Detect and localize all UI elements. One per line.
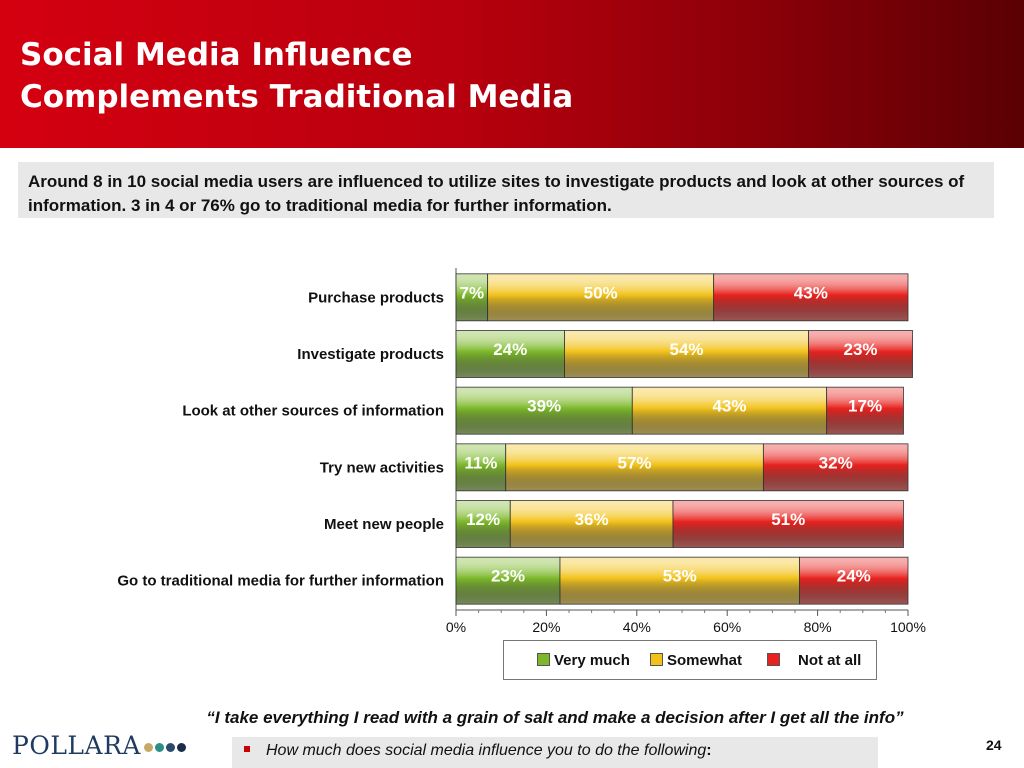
data-label-somewhat-look-at-other-sources-of-information: 43%: [712, 397, 746, 416]
bar-somewhat-go-to-traditional-media-for-further-information: [559, 556, 800, 605]
category-label-try-new-activities: Try new activities: [320, 459, 444, 476]
x-tick-label: 40%: [623, 619, 651, 635]
data-label-somewhat-meet-new-people: 36%: [575, 510, 609, 529]
category-label-meet-new-people: Meet new people: [324, 516, 444, 533]
data-label-somewhat-purchase-products: 50%: [584, 283, 618, 302]
data-label-very-much-investigate-products: 24%: [493, 340, 527, 359]
chart-labels-group: Purchase products 7% 50% 43% Investigate pro…: [117, 283, 882, 589]
data-label-very-much-meet-new-people: 12%: [466, 510, 500, 529]
bar-somewhat-meet-new-people: [509, 500, 674, 548]
page-number: 24: [986, 737, 1002, 753]
footnote-text: How much does social media influence you…: [266, 742, 707, 759]
chart-axis-group: 0% 20% 40% 60% 80% 100%: [446, 268, 926, 635]
x-tick-label: 100%: [890, 619, 926, 635]
data-label-not-at-all-try-new-activities: 32%: [819, 453, 853, 472]
bar-very-much-purchase-products: [455, 273, 489, 322]
data-label-very-much-look-at-other-sources-of-information: 39%: [527, 397, 561, 416]
logo-text: POLLARA: [12, 731, 141, 760]
data-label-not-at-all-look-at-other-sources-of-information: 17%: [848, 397, 882, 416]
pollara-logo: POLLARA: [12, 729, 188, 761]
bar-not-at-all-investigate-products: [808, 330, 913, 378]
bar-not-at-all-look-at-other-sources-of-information: [826, 386, 904, 435]
legend-item-somewhat: Somewhat: [650, 652, 742, 669]
quote-text: “I take everything I read with a grain o…: [206, 708, 904, 727]
x-tick-label: 80%: [804, 619, 832, 635]
legend-swatch-not-at-all: [767, 653, 780, 666]
data-label-very-much-purchase-products: 7%: [460, 283, 485, 302]
bar-somewhat-look-at-other-sources-of-information: [631, 386, 828, 435]
x-tick-label: 60%: [713, 619, 741, 635]
bullet-square-icon: [244, 746, 250, 752]
legend-label-somewhat: Somewhat: [667, 652, 743, 669]
data-label-somewhat-try-new-activities: 57%: [618, 453, 652, 472]
question-footnote: How much does social media influence you…: [232, 737, 878, 768]
bar-somewhat-investigate-products: [564, 330, 809, 378]
page-title-line-1: Social Media Influence: [20, 37, 413, 73]
category-label-go-to-traditional-media-for-further-information: Go to traditional media for further info…: [117, 573, 444, 590]
bar-not-at-all-go-to-traditional-media-for-further-information: [799, 556, 909, 605]
bar-somewhat-try-new-activities: [505, 443, 764, 492]
category-label-look-at-other-sources-of-information: Look at other sources of information: [182, 403, 444, 420]
legend-item-very-much: Very much: [537, 652, 630, 669]
chart-bars-group: [455, 273, 913, 605]
footnote-colon: :: [706, 742, 712, 759]
category-label-investigate-products: Investigate products: [297, 346, 444, 363]
data-label-very-much-go-to-traditional-media-for-further-information: 23%: [491, 567, 525, 586]
bar-not-at-all-try-new-activities: [762, 443, 909, 492]
bar-very-much-investigate-products: [455, 330, 565, 378]
legend-label-not-at-all: Not at all: [798, 652, 862, 669]
legend-label-very-much: Very much: [554, 652, 630, 669]
logo-dots-icon: [143, 729, 188, 758]
page-title-line-2: Complements Traditional Media: [20, 79, 574, 115]
data-label-very-much-try-new-activities: 11%: [464, 453, 497, 472]
legend-swatch-very-much: [537, 653, 550, 666]
data-label-not-at-all-purchase-products: 43%: [794, 283, 828, 302]
legend-swatch-somewhat: [650, 653, 663, 666]
bar-very-much-try-new-activities: [455, 443, 507, 492]
header-banner: Social Media Influence Complements Tradi…: [0, 0, 1024, 148]
stacked-bar-chart: 0% 20% 40% 60% 80% 100% Purchase products 7% 50…: [117, 268, 926, 635]
chart-legend: Very much Somewhat Not at all: [503, 640, 877, 680]
x-tick-label: 20%: [532, 619, 560, 635]
data-label-not-at-all-go-to-traditional-media-for-further-information: 24%: [837, 567, 871, 586]
data-label-not-at-all-investigate-products: 23%: [844, 340, 878, 359]
category-label-purchase-products: Purchase products: [308, 289, 444, 306]
page-title: Social Media Influence Complements Tradi…: [20, 34, 573, 118]
legend-item-not-at-all: Not at all: [767, 652, 861, 669]
bar-not-at-all-meet-new-people: [672, 500, 904, 548]
data-label-not-at-all-meet-new-people: 51%: [771, 510, 805, 529]
bar-not-at-all-purchase-products: [713, 273, 909, 322]
bar-very-much-meet-new-people: [455, 500, 511, 548]
x-tick-label: 0%: [446, 619, 466, 635]
summary-callout: Around 8 in 10 social media users are in…: [18, 162, 994, 218]
data-label-somewhat-investigate-products: 54%: [670, 340, 704, 359]
data-label-somewhat-go-to-traditional-media-for-further-information: 53%: [663, 567, 697, 586]
